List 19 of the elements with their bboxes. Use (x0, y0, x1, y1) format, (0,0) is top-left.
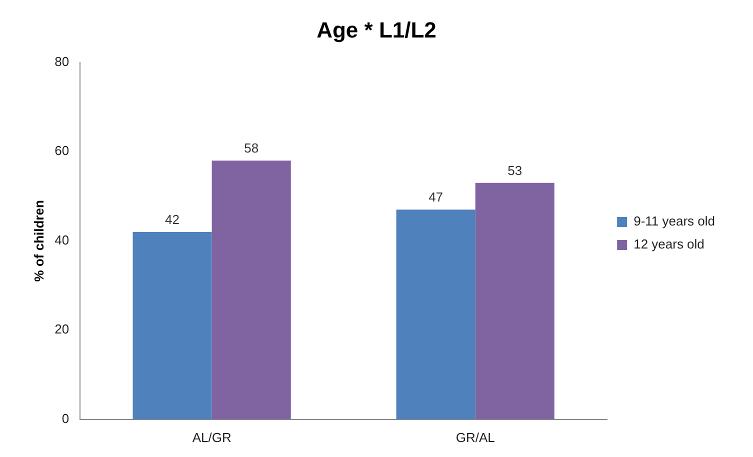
y-tick-label: 40 (54, 232, 70, 248)
legend-label: 9-11 years old (634, 214, 716, 229)
y-axis-title: % of children (31, 200, 46, 282)
x-tick-label: GR/AL (456, 430, 495, 445)
data-label: 47 (428, 190, 444, 205)
bar (212, 160, 291, 420)
y-tick-label: 80 (54, 54, 70, 69)
data-label: 42 (165, 212, 180, 228)
y-tick-label: 60 (54, 143, 70, 158)
bar (132, 232, 212, 420)
y-tick-label: 0 (62, 410, 70, 426)
y-tick-label: 20 (54, 322, 70, 337)
data-label: 53 (508, 162, 522, 178)
bar (396, 210, 476, 420)
legend-label: 12 years old (634, 236, 704, 252)
x-tick-label: AL/GR (192, 430, 232, 445)
chart-title: Age * L1/L2 (316, 17, 436, 42)
bar (475, 182, 554, 420)
data-label: 58 (244, 140, 259, 156)
